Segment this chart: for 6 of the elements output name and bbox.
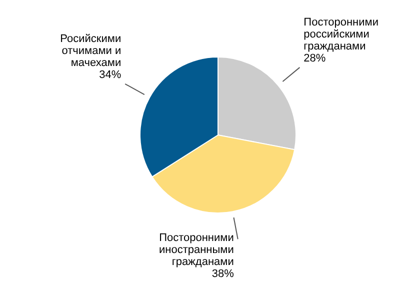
data-label: 38% (212, 268, 234, 280)
slice-label: Росийскими отчимами и мачехами (60, 32, 122, 69)
data-label: 28% (304, 52, 326, 64)
slice-label: Посторонними российскими гражданами (304, 16, 378, 52)
slice-label: Посторонними иностранными гражданами (158, 232, 234, 268)
data-label: 34% (99, 68, 122, 81)
